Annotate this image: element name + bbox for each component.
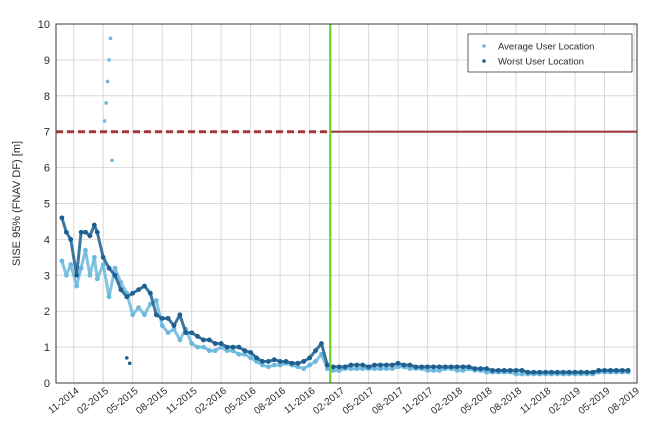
- spike-point: [110, 158, 114, 163]
- outlier-point: [127, 361, 132, 366]
- worst-segment: [113, 273, 123, 292]
- legend-swatch: [482, 59, 486, 63]
- x-tick-label: 05-2016: [223, 385, 259, 417]
- y-tick-label: 9: [44, 55, 50, 67]
- worst-segment: [319, 342, 329, 367]
- x-tick-label: 05-2018: [459, 385, 495, 417]
- y-axis-label: SISE 95% (FNAV DF) [m]: [11, 141, 23, 266]
- worst-segment: [95, 230, 105, 259]
- x-tick-label: 02-2015: [75, 385, 111, 417]
- spike-point: [108, 36, 113, 41]
- y-tick-label: 3: [44, 270, 50, 282]
- worst-segment: [69, 237, 79, 277]
- average-segment: [113, 266, 123, 284]
- x-tick-label: 02-2016: [193, 385, 229, 417]
- y-tick-label: 5: [44, 199, 50, 211]
- x-tick-label: 02-2019: [547, 385, 583, 417]
- worst-segment: [75, 230, 83, 277]
- legend-box: [467, 33, 633, 73]
- y-tick-label: 7: [44, 127, 50, 139]
- x-tick-label: 05-2019: [577, 385, 613, 417]
- average-segment: [83, 248, 92, 277]
- x-tick-label: 02-2018: [429, 385, 465, 417]
- outlier-point: [124, 356, 129, 360]
- spike-point: [104, 101, 108, 105]
- legend: Average User Location Worst User Location: [467, 33, 633, 73]
- y-tick-label: 2: [44, 306, 50, 318]
- x-tick-label: 08-2017: [370, 385, 406, 417]
- x-tick-label: 08-2019: [606, 385, 642, 417]
- x-tick-label: 08-2018: [488, 385, 524, 417]
- legend-label: Average User Location: [498, 42, 594, 53]
- x-tick-label: 05-2017: [341, 385, 377, 417]
- spike-point: [102, 119, 107, 123]
- y-tick-label: 10: [38, 19, 50, 31]
- y-tick-label: 6: [44, 163, 50, 175]
- x-tick-label: 11-2017: [400, 385, 435, 416]
- legend-swatch: [482, 44, 486, 48]
- average-segment: [75, 266, 83, 288]
- worst-point: [625, 368, 631, 373]
- x-tick-label: 05-2015: [105, 385, 141, 417]
- x-tick-label: 11-2018: [518, 385, 553, 416]
- y-tick-label: 1: [44, 342, 50, 354]
- worst-segment: [178, 313, 188, 335]
- x-tick-label: 11-2016: [282, 385, 317, 416]
- y-tick-label: 0: [44, 378, 50, 390]
- legend-label: Worst User Location: [498, 57, 584, 68]
- spike-point: [105, 79, 110, 84]
- worst-series: [59, 36, 631, 375]
- y-tick-label: 8: [44, 91, 50, 103]
- x-tick-label: 08-2015: [134, 385, 170, 417]
- x-tick-label: 02-2017: [311, 385, 347, 417]
- x-tick-label: 08-2016: [252, 385, 288, 417]
- spike-point: [107, 58, 111, 62]
- average-segment: [101, 263, 111, 299]
- x-tick-label: 11-2014: [46, 385, 81, 416]
- average-segment: [154, 298, 164, 328]
- worst-segment: [60, 216, 68, 234]
- y-tick-label: 4: [44, 234, 50, 246]
- average-segment: [69, 263, 79, 288]
- x-tick-label: 11-2015: [164, 385, 199, 416]
- axes-frame: [55, 23, 638, 384]
- grid: [56, 23, 637, 384]
- worst-segment: [148, 291, 158, 317]
- average-segment: [92, 255, 99, 281]
- average-segment: [60, 259, 68, 277]
